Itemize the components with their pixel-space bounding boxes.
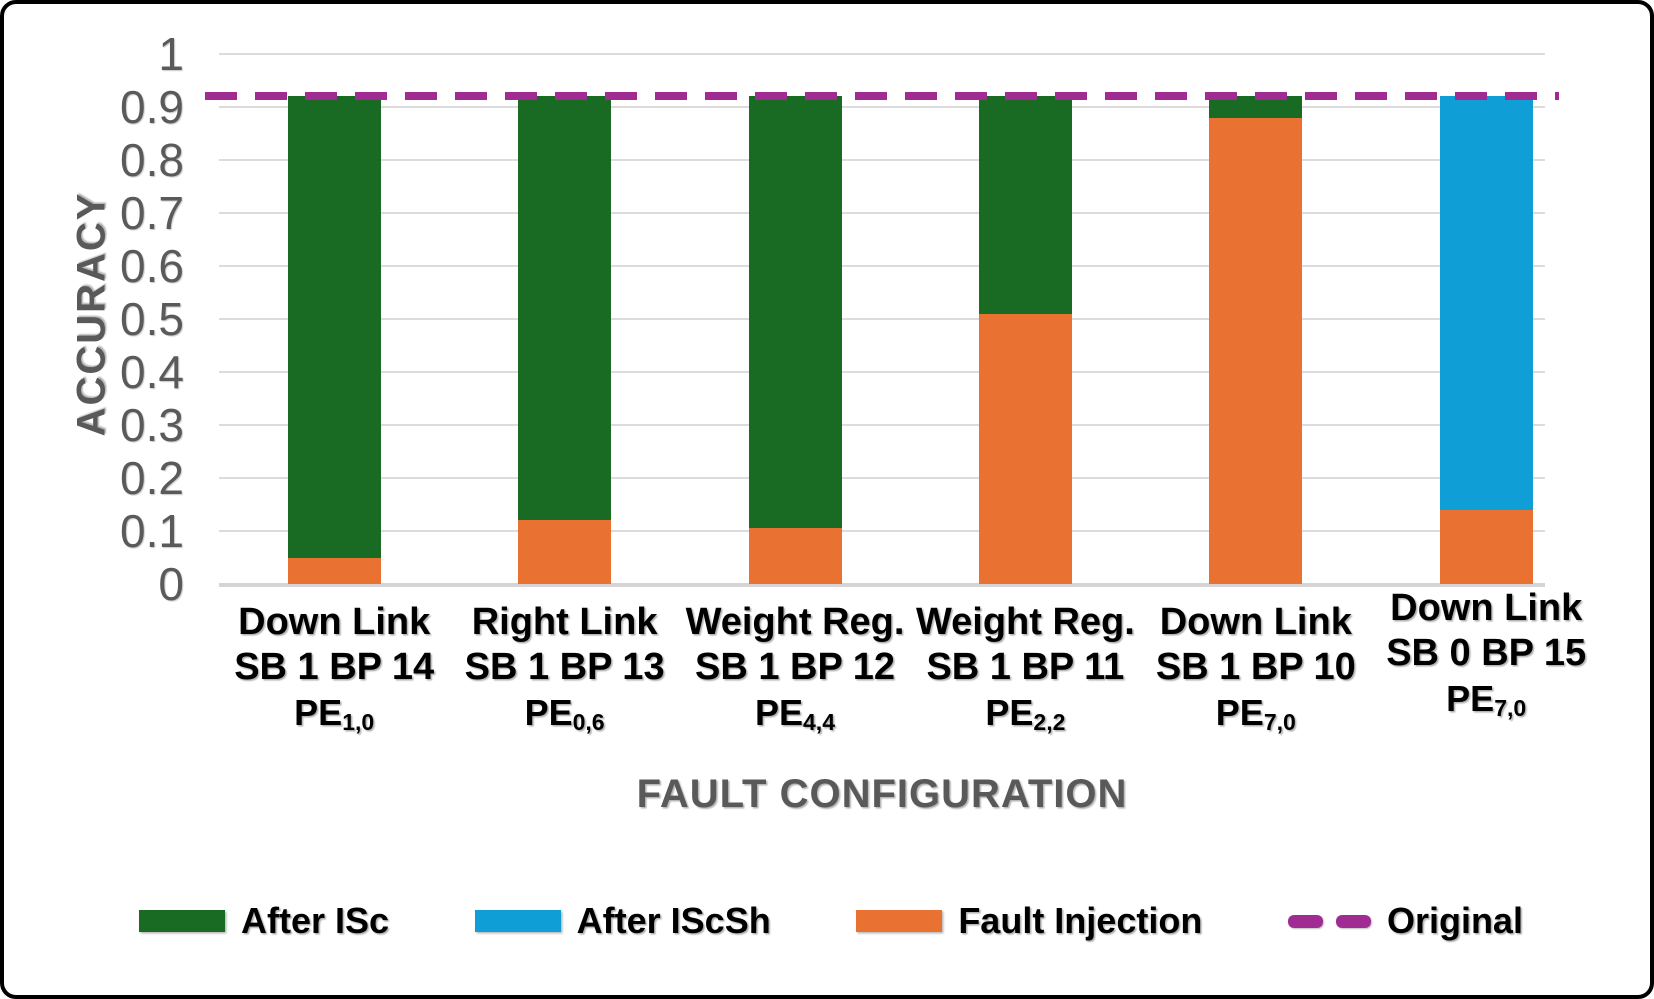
legend: After ISc After IScSh Fault Injection Origi… bbox=[139, 897, 1523, 945]
gridline bbox=[219, 477, 1545, 479]
legend-item-after-iscsh: After IScSh bbox=[474, 900, 771, 942]
y-tick-label: 0.8 bbox=[120, 134, 184, 186]
x-category-label: Weight Reg. SB 1 BP 12 PE4,4 bbox=[685, 601, 905, 735]
y-tick-label: 0.1 bbox=[120, 505, 184, 557]
dash-segment bbox=[1335, 914, 1371, 928]
gridline bbox=[219, 159, 1545, 161]
legend-label: After IScSh bbox=[576, 900, 771, 941]
x-category-label: Weight Reg. SB 1 BP 11 PE2,2 bbox=[915, 601, 1135, 735]
gridline bbox=[219, 106, 1545, 108]
x-category-label: Down Link SB 1 BP 10 PE7,0 bbox=[1155, 601, 1356, 735]
x-axis-title: FAULT CONFIGURATION bbox=[636, 772, 1128, 816]
y-tick-label: 0.9 bbox=[120, 81, 184, 133]
legend-swatch-icon bbox=[856, 910, 943, 932]
bar-segment-after-isc bbox=[978, 96, 1072, 314]
legend-item-original: Original bbox=[1287, 900, 1523, 942]
gridline bbox=[219, 318, 1545, 320]
bar-segment-fault-injection bbox=[1209, 117, 1303, 584]
gridline bbox=[219, 371, 1545, 373]
y-tick-label: 0.5 bbox=[120, 293, 184, 345]
y-tick-label: 0.3 bbox=[120, 399, 184, 451]
bar-segment-fault-injection bbox=[748, 528, 842, 584]
gridline bbox=[219, 265, 1545, 267]
y-tick-label: 0.2 bbox=[120, 452, 184, 504]
bar-segment-after-isc bbox=[748, 96, 842, 529]
legend-label: After ISc bbox=[241, 900, 390, 941]
bar-segment-after-isc bbox=[518, 96, 612, 521]
legend-dash-icon bbox=[1287, 914, 1371, 928]
bar-segment-after-isc bbox=[287, 96, 381, 558]
legend-label: Fault Injection bbox=[958, 900, 1203, 941]
bar-segment-after-iscsh bbox=[1439, 96, 1533, 510]
y-tick-label: 0.7 bbox=[120, 187, 184, 239]
bar-segment-fault-injection bbox=[518, 520, 612, 584]
y-tick-label: 1 bbox=[158, 28, 184, 80]
x-category-label: Down Link SB 0 BP 15 PE7,0 bbox=[1386, 587, 1587, 721]
legend-swatch-icon bbox=[474, 910, 561, 932]
bar-segment-fault-injection bbox=[1439, 509, 1533, 584]
legend-item-after-isc: After ISc bbox=[139, 900, 389, 942]
dash-segment bbox=[1287, 914, 1323, 928]
original-reference-line bbox=[205, 92, 1559, 101]
legend-swatch-icon bbox=[139, 910, 225, 932]
plot-area bbox=[205, 53, 1559, 587]
bar-segment-fault-injection bbox=[978, 313, 1072, 584]
stacked-bar-chart: ACCURACY FAULT CONFIGURATION After ISc Af… bbox=[4, 4, 1650, 995]
y-tick-label: 0.4 bbox=[120, 346, 184, 398]
bar-segment-after-isc bbox=[1209, 96, 1303, 118]
gridline bbox=[219, 424, 1545, 426]
gridline bbox=[219, 53, 1545, 55]
y-tick-label: 0.6 bbox=[120, 240, 184, 292]
gridline bbox=[219, 212, 1545, 214]
gridline bbox=[219, 530, 1545, 532]
bar-segment-fault-injection bbox=[287, 557, 381, 584]
y-tick-label: 0 bbox=[158, 558, 184, 610]
legend-label: Original bbox=[1386, 900, 1523, 941]
legend-item-fault-injection: Fault Injection bbox=[856, 900, 1202, 942]
x-axis-line bbox=[219, 583, 1545, 587]
x-category-label: Right Link SB 1 BP 13 PE0,6 bbox=[464, 601, 665, 735]
x-category-label: Down Link SB 1 BP 14 PE1,0 bbox=[234, 601, 435, 735]
